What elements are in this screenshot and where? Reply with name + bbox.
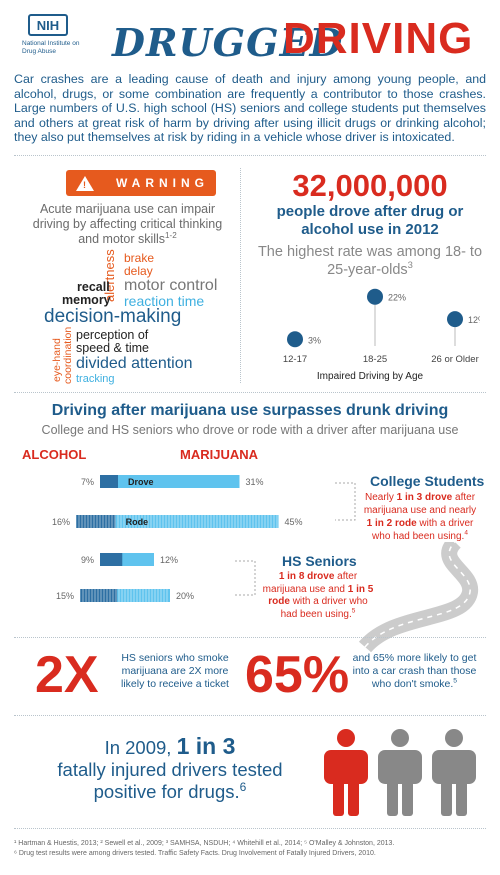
divider — [14, 392, 486, 393]
bar-alcohol — [100, 553, 123, 566]
divider — [14, 637, 486, 638]
bar-alcohol — [80, 589, 118, 602]
bar-alcohol-label: 7% — [81, 477, 94, 487]
bar-alcohol-label: 9% — [81, 555, 94, 565]
college-title: College Students — [370, 473, 485, 489]
word-brake: brake — [124, 251, 155, 265]
hs-desc: 1 in 8 drove after marijuana use and 1 i… — [262, 571, 374, 620]
stat-65: 65% — [245, 646, 350, 704]
section-subtitle: College and HS seniors who drove or rode… — [41, 423, 459, 437]
bar-marijuana-label: 12% — [160, 555, 178, 565]
word-motor-control: motor control — [124, 277, 218, 294]
people-icon — [324, 729, 476, 816]
college-desc: Nearly 1 in 3 drove after marijuana use … — [363, 492, 477, 542]
person-icon — [432, 729, 476, 816]
org-name: National Institute on Drug Abuse — [22, 40, 80, 55]
word-memory: memory — [62, 293, 111, 307]
dot-point — [447, 311, 463, 328]
stat-2x-desc: HS seniors who smoke marijuana are 2X mo… — [121, 652, 229, 690]
title-driving: DRIVING — [283, 14, 474, 63]
dot-value-label: 3% — [308, 335, 321, 345]
intro-paragraph: Car crashes are a leading cause of death… — [14, 72, 486, 144]
dot-value-label: 12% — [468, 315, 480, 325]
word-coordination: coordination — [62, 326, 74, 384]
bar-marijuana-label: 31% — [246, 477, 264, 487]
bar-row-label: Rode — [126, 517, 149, 527]
exclamation-triangle-icon: ! — [76, 175, 94, 191]
bar-alcohol-label: 15% — [56, 591, 74, 601]
word-reaction-time: reaction time — [124, 293, 205, 309]
big-number: 32,000,000 — [292, 168, 448, 203]
word-delay: delay — [124, 264, 153, 278]
person-icon — [378, 729, 422, 816]
bracket-college — [335, 482, 356, 521]
bar-alcohol — [100, 475, 118, 488]
age-dot-chart: 3%12-17 22% 18-25 12% 26 or Older — [283, 288, 480, 365]
dot-value-label: 22% — [388, 293, 406, 303]
bar-marijuana-label: 20% — [176, 591, 194, 601]
dot-category-label: 12-17 — [283, 354, 307, 365]
divider — [14, 155, 486, 156]
word-speed-time: speed & time — [76, 341, 149, 355]
bar-alcohol-label: 16% — [52, 517, 70, 527]
hs-title: HS Seniors — [282, 553, 357, 569]
word-perception: perception of — [76, 328, 149, 342]
label-alcohol: ALCOHOL — [22, 447, 87, 462]
stat-2x: 2X — [35, 646, 99, 704]
divider — [14, 715, 486, 716]
dot-point — [287, 331, 303, 348]
bar-row-label: Drove — [128, 477, 154, 487]
footnotes: ¹ Hartman & Huestis, 2013; ² Sewell et a… — [14, 840, 395, 857]
word-recall: recall — [77, 280, 110, 294]
fatal-drivers-stat: In 2009, 1 in 3 fatally injured drivers … — [57, 733, 283, 803]
road-illustration — [358, 542, 479, 652]
nih-logo: NIH — [28, 14, 68, 36]
bar-marijuana-label: 45% — [285, 517, 303, 527]
warning-description: Acute marijuana use can impair driving b… — [32, 202, 223, 246]
word-tracking: tracking — [76, 373, 115, 385]
warning-label: WARNING — [116, 176, 209, 190]
vertical-divider — [240, 168, 241, 383]
rate-text: The highest rate was among 18- to 25-yea… — [257, 244, 483, 278]
label-marijuana: MARIJUANA — [180, 447, 258, 462]
dot-category-label: 26 or Older — [431, 354, 479, 365]
divider — [14, 828, 486, 829]
dot-point — [367, 288, 383, 305]
comparison-bars: 7% 31% Drove 16% 45% Rode 9% 12% 15% 20% — [52, 475, 356, 602]
big-number-desc: people drove after drug or alcohol use i… — [276, 203, 464, 238]
chart-caption: Impaired Driving by Age — [316, 371, 424, 382]
word-divided-attention: divided attention — [76, 355, 193, 372]
bar-marijuana — [100, 475, 240, 488]
warning-banner: ! WARNING — [66, 170, 216, 196]
title-drugged: DRUGGED — [112, 20, 344, 65]
word-decision-making: decision-making — [44, 306, 182, 327]
person-icon — [324, 729, 368, 816]
bracket-hs — [235, 560, 256, 596]
stat-65-desc: and 65% more likely to get into a car cr… — [352, 652, 477, 690]
section-title: Driving after marijuana use surpasses dr… — [51, 402, 449, 419]
word-eye-hand: eye-hand — [51, 338, 63, 382]
dot-category-label: 18-25 — [363, 354, 387, 365]
